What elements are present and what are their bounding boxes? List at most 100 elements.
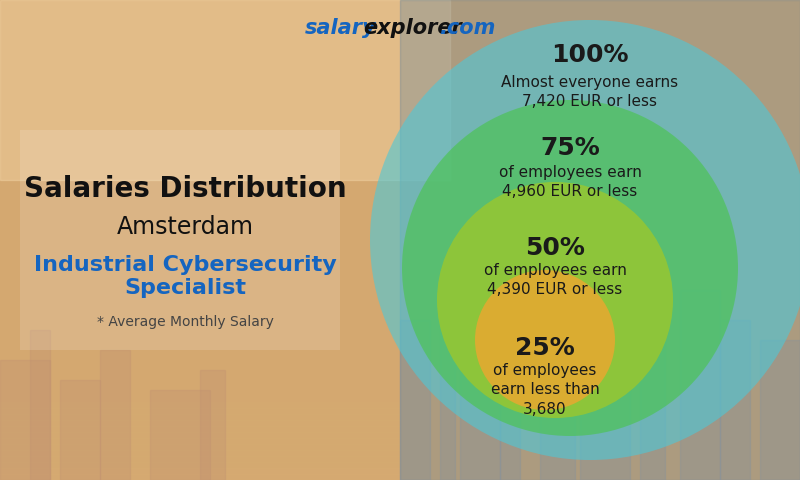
Bar xyxy=(0,144,400,150)
Text: Salaries Distribution: Salaries Distribution xyxy=(24,175,346,203)
Bar xyxy=(0,216,400,222)
Bar xyxy=(0,12,400,18)
Bar xyxy=(0,294,400,300)
Bar xyxy=(0,18,400,24)
Bar xyxy=(200,370,225,480)
Bar xyxy=(0,420,400,426)
Bar xyxy=(0,168,400,174)
Bar xyxy=(0,78,400,84)
Bar xyxy=(0,426,400,432)
Text: explorer: explorer xyxy=(363,18,462,38)
Text: of employees earn: of employees earn xyxy=(483,263,626,277)
Bar xyxy=(60,380,100,480)
Bar xyxy=(0,0,400,6)
Text: 100%: 100% xyxy=(551,43,629,67)
Bar xyxy=(0,126,400,132)
Bar xyxy=(0,0,450,180)
Text: Industrial Cybersecurity
Specialist: Industrial Cybersecurity Specialist xyxy=(34,255,336,298)
Bar xyxy=(0,174,400,180)
Bar xyxy=(0,180,400,186)
Bar xyxy=(0,432,400,438)
Bar xyxy=(0,252,400,258)
Bar xyxy=(0,102,400,108)
Bar xyxy=(0,384,400,390)
Bar xyxy=(0,378,400,384)
Bar xyxy=(0,186,400,192)
Bar xyxy=(0,402,400,408)
Bar xyxy=(0,468,400,474)
Bar xyxy=(0,348,400,354)
Circle shape xyxy=(475,270,615,410)
Bar xyxy=(0,150,400,156)
Bar xyxy=(0,462,400,468)
Circle shape xyxy=(402,100,738,436)
Bar xyxy=(0,354,400,360)
Bar xyxy=(0,24,400,30)
Text: 75%: 75% xyxy=(540,136,600,160)
Bar xyxy=(0,450,400,456)
Bar xyxy=(0,360,50,480)
Bar xyxy=(0,324,400,330)
Bar xyxy=(680,290,720,480)
Text: 3,680: 3,680 xyxy=(523,403,567,418)
Bar xyxy=(0,270,400,276)
Circle shape xyxy=(370,20,800,460)
Bar xyxy=(0,288,400,294)
Bar xyxy=(0,138,400,144)
Bar xyxy=(0,234,400,240)
Bar xyxy=(0,198,400,204)
Bar xyxy=(0,390,400,396)
Bar xyxy=(0,6,400,12)
Bar xyxy=(0,72,400,78)
Bar xyxy=(0,210,400,216)
Text: earn less than: earn less than xyxy=(490,383,599,397)
Bar xyxy=(0,330,400,336)
Bar xyxy=(0,108,400,114)
Bar xyxy=(0,90,400,96)
Bar xyxy=(640,310,665,480)
Bar xyxy=(0,54,400,60)
Bar xyxy=(0,162,400,168)
Bar xyxy=(0,444,400,450)
Bar xyxy=(0,204,400,210)
Text: 25%: 25% xyxy=(515,336,575,360)
Bar xyxy=(0,96,400,102)
Text: 7,420 EUR or less: 7,420 EUR or less xyxy=(522,95,658,109)
Bar xyxy=(0,306,400,312)
Text: of employees: of employees xyxy=(494,362,597,377)
Bar xyxy=(0,372,400,378)
Bar xyxy=(0,84,400,90)
Text: * Average Monthly Salary: * Average Monthly Salary xyxy=(97,315,274,329)
Text: Amsterdam: Amsterdam xyxy=(117,215,254,239)
Bar xyxy=(400,0,800,480)
Bar xyxy=(0,228,400,234)
Text: 4,390 EUR or less: 4,390 EUR or less xyxy=(487,283,622,298)
Bar xyxy=(500,300,520,480)
Bar xyxy=(0,396,400,402)
Bar xyxy=(0,42,400,48)
Text: of employees earn: of employees earn xyxy=(498,165,642,180)
Bar xyxy=(0,474,400,480)
Text: 50%: 50% xyxy=(525,236,585,260)
Bar xyxy=(0,66,400,72)
Bar xyxy=(0,60,400,66)
Text: 4,960 EUR or less: 4,960 EUR or less xyxy=(502,184,638,200)
Bar xyxy=(0,408,400,414)
Bar xyxy=(20,130,340,350)
Bar xyxy=(0,438,400,444)
Text: .com: .com xyxy=(439,18,495,38)
Bar xyxy=(0,264,400,270)
Bar xyxy=(0,414,400,420)
Text: Almost everyone earns: Almost everyone earns xyxy=(502,74,678,89)
Bar xyxy=(0,192,400,198)
Bar xyxy=(0,240,400,246)
Bar xyxy=(540,330,575,480)
Bar xyxy=(0,300,400,306)
Bar xyxy=(0,222,400,228)
Circle shape xyxy=(437,182,673,418)
Bar xyxy=(0,336,400,342)
Bar xyxy=(100,350,130,480)
Bar xyxy=(0,282,400,288)
Bar xyxy=(0,30,400,36)
Bar xyxy=(0,318,400,324)
